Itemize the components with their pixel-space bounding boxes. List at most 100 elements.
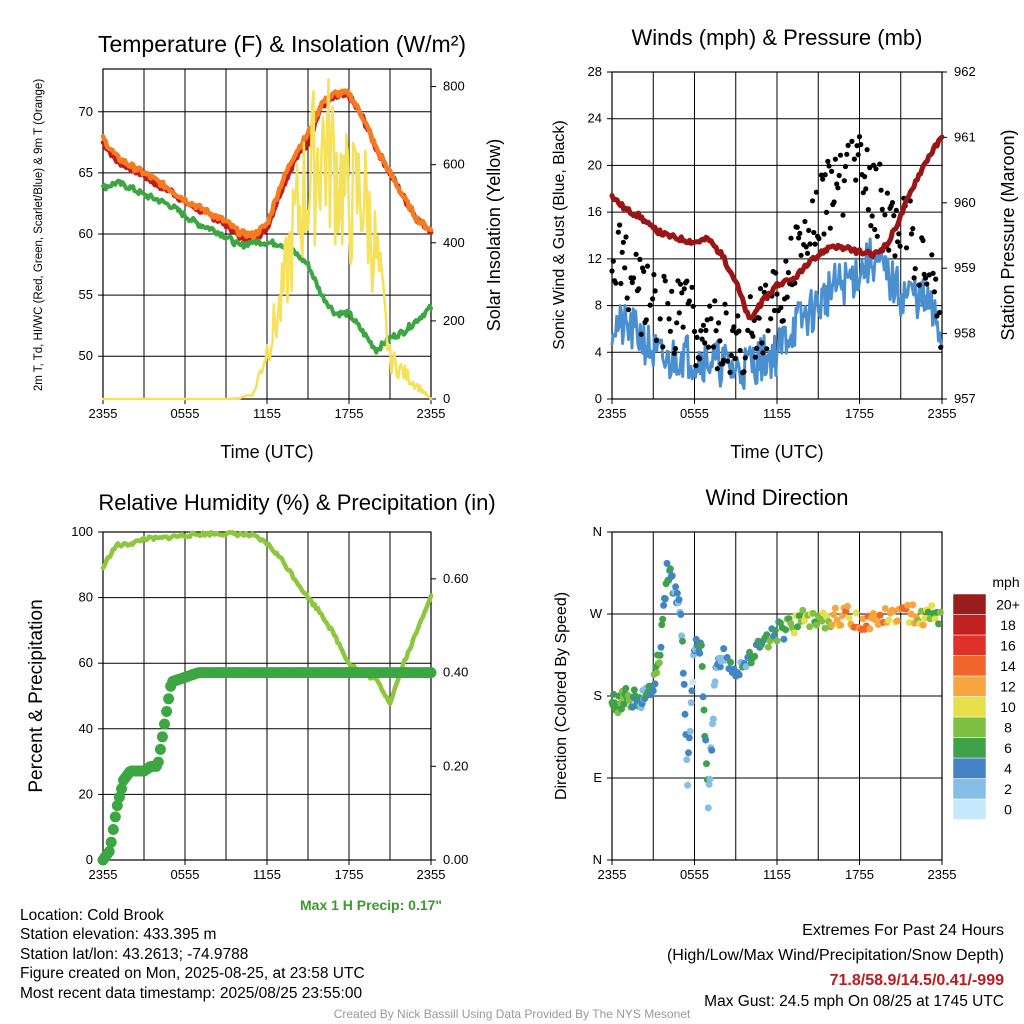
direction-point — [661, 595, 669, 603]
gust-point — [862, 174, 868, 180]
gust-point — [641, 268, 647, 274]
direction-point — [881, 605, 889, 612]
gust-point — [615, 229, 621, 235]
direction-point — [727, 658, 735, 666]
gust-point — [661, 273, 667, 279]
gust-point — [638, 331, 644, 337]
x-tick-label: 1155 — [763, 406, 791, 421]
extremes-values: 71.8/58.9/14.5/0.41/-999 — [829, 972, 1004, 989]
y-tick-label: 70 — [79, 104, 93, 119]
gust-point — [836, 172, 842, 179]
colorbar-swatch — [952, 675, 987, 697]
gust-point — [676, 310, 682, 316]
colorbar-swatch — [952, 634, 987, 656]
direction-point — [716, 663, 724, 671]
gust-point — [666, 316, 672, 322]
direction-point — [806, 623, 814, 631]
gust-point — [929, 252, 935, 258]
colorbar-label: 14 — [1000, 658, 1016, 674]
y-tick-label: 60 — [79, 226, 93, 241]
direction-point — [706, 775, 714, 783]
gust-point — [892, 253, 898, 259]
gust-point — [619, 249, 625, 255]
gust-point — [765, 328, 771, 334]
direction-point — [686, 727, 694, 735]
gust-point — [924, 281, 930, 287]
gust-point — [784, 294, 790, 300]
gust-point — [644, 263, 651, 269]
precip-point — [161, 706, 173, 717]
colorbar-swatch — [952, 798, 987, 820]
gust-point — [823, 209, 830, 215]
y-axis-label: Percent & Precipitation — [26, 599, 47, 792]
gust-point — [684, 278, 690, 284]
precip-point — [116, 783, 127, 795]
station-latlon: Station lat/lon: 43.2613; -74.9788 — [20, 945, 249, 963]
gust-point — [893, 207, 899, 213]
gust-point — [878, 187, 884, 193]
direction-point — [742, 663, 750, 671]
gust-point — [922, 275, 929, 281]
direction-point — [921, 614, 929, 622]
direction-point — [672, 583, 680, 591]
x-tick-label: 2355 — [598, 406, 627, 421]
gust-point — [822, 172, 828, 178]
colorbar-swatch — [952, 655, 987, 677]
direction-point — [659, 615, 667, 623]
direction-point — [708, 746, 716, 754]
direction-point — [904, 601, 912, 609]
gust-point — [920, 237, 926, 244]
gust-point — [829, 168, 835, 174]
direction-point — [919, 621, 927, 629]
y-tick-label: 24 — [588, 111, 602, 126]
direction-point — [660, 601, 668, 609]
gust-point — [897, 243, 903, 249]
x-tick-label: 1755 — [845, 406, 874, 421]
colorbar-label: 2 — [1004, 781, 1012, 797]
credit-line: Created By Nick Bassill Using Data Provi… — [333, 1007, 691, 1021]
gust-point — [657, 316, 663, 322]
gust-point — [669, 288, 675, 294]
gust-point — [747, 294, 753, 300]
x-tick-label: 2355 — [928, 406, 957, 421]
gust-point — [667, 328, 674, 334]
series-gust-points — [609, 134, 944, 376]
gust-point — [783, 258, 789, 264]
gust-point — [723, 310, 729, 316]
gust-point — [841, 178, 847, 184]
gust-point — [773, 270, 779, 276]
chart-title: Temperature (F) & Insolation (W/m²) — [98, 31, 466, 57]
gust-point — [691, 328, 698, 335]
direction-point — [831, 604, 839, 612]
gust-point — [643, 317, 649, 323]
gust-point — [837, 152, 844, 158]
gust-point — [703, 327, 709, 333]
gust-point — [610, 258, 616, 264]
gust-point — [860, 190, 866, 196]
colorbar-label: 4 — [1004, 760, 1012, 776]
x-tick-label: 1155 — [253, 867, 281, 882]
gust-point — [804, 250, 811, 256]
gust-point — [910, 226, 916, 232]
gust-point — [637, 256, 643, 262]
colorbar-label: 10 — [1000, 699, 1016, 715]
gust-point — [803, 244, 809, 250]
gust-point — [722, 301, 728, 307]
gust-point — [903, 245, 910, 251]
gust-point — [742, 355, 748, 361]
x-tick-label: 1755 — [335, 406, 364, 421]
direction-point — [653, 669, 661, 677]
gust-point — [705, 344, 712, 350]
gust-point — [886, 247, 892, 253]
gust-point — [763, 282, 769, 288]
panel-winds: 2355 0555 1155 1755 235504812162024289579589… — [551, 25, 1018, 462]
gust-point — [672, 346, 679, 352]
direction-point — [683, 756, 691, 764]
y-tick-label: E — [593, 770, 602, 785]
gust-point — [681, 286, 687, 292]
direction-point — [655, 659, 663, 667]
direction-point — [685, 749, 692, 757]
gust-point — [831, 199, 837, 205]
y-tick-label: 0 — [595, 391, 602, 406]
